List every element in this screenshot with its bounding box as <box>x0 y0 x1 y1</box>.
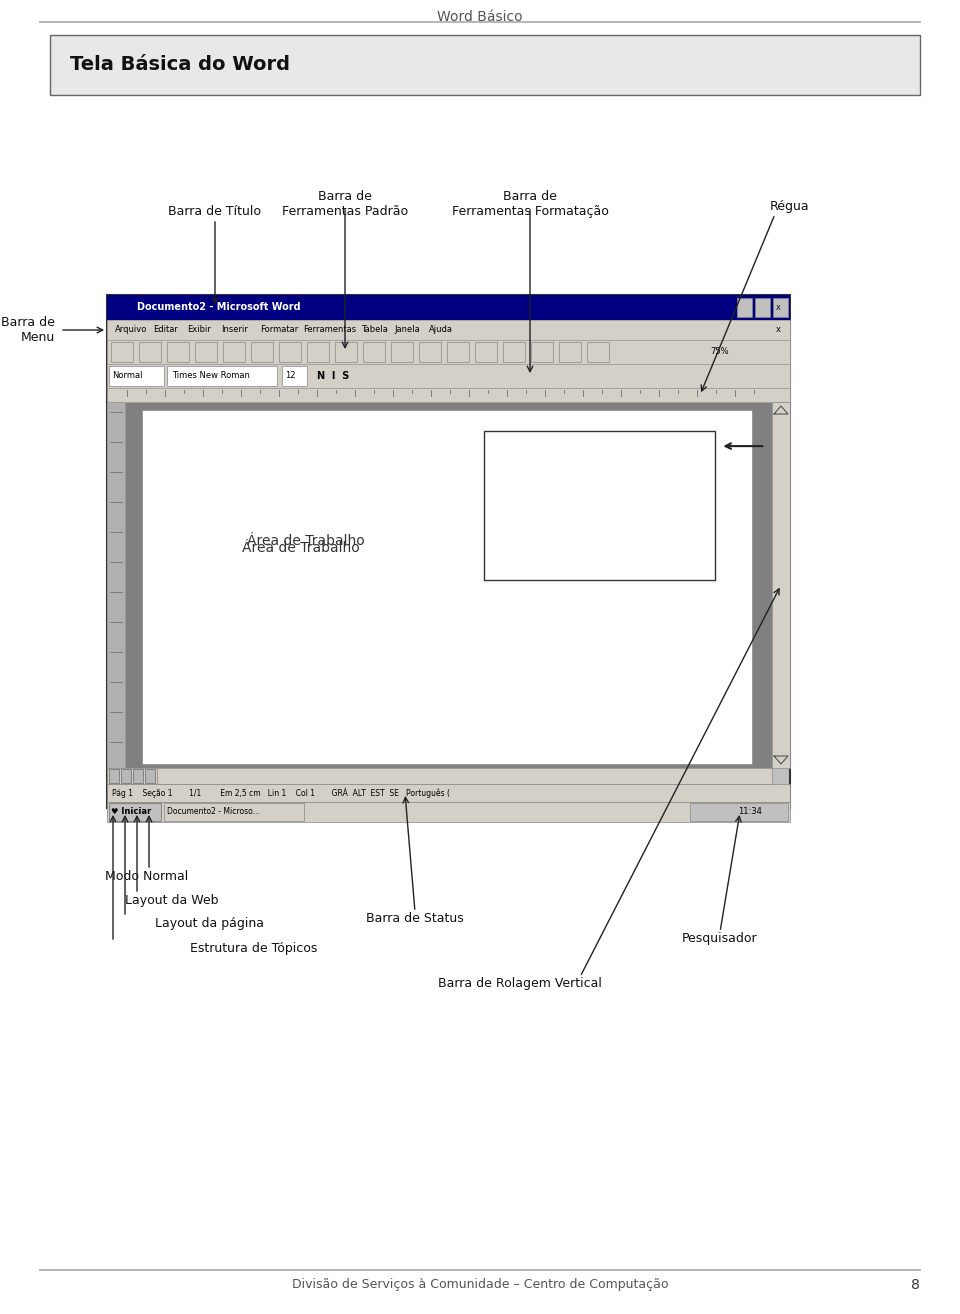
Text: x: x <box>776 326 780 335</box>
Text: 75%: 75% <box>710 347 729 356</box>
Bar <box>251 342 273 361</box>
Bar <box>107 402 125 767</box>
Bar <box>107 402 772 767</box>
Bar <box>391 342 413 361</box>
Text: Barra de
Ferramentas Formatação: Barra de Ferramentas Formatação <box>451 191 609 218</box>
Bar <box>772 402 790 767</box>
Bar <box>531 342 553 361</box>
Bar <box>279 342 301 361</box>
Text: Inserir: Inserir <box>221 326 248 335</box>
Text: Pesquisador: Pesquisador <box>683 932 757 945</box>
Bar <box>107 767 157 784</box>
Bar <box>167 342 189 361</box>
Bar <box>282 367 307 386</box>
Text: Documento2 - Microso...: Documento2 - Microso... <box>167 808 260 816</box>
Bar <box>157 767 772 784</box>
Text: Área de Trabalho: Área de Trabalho <box>247 533 365 548</box>
Bar <box>50 35 920 95</box>
Bar <box>419 342 441 361</box>
Text: ♥ Iniciar: ♥ Iniciar <box>111 808 152 816</box>
Text: Layout da Web: Layout da Web <box>125 894 219 907</box>
Bar <box>737 298 752 317</box>
Text: Tela Básica do Word: Tela Básica do Word <box>70 55 290 75</box>
Bar <box>111 342 133 361</box>
Text: Estrutura de Tópicos: Estrutura de Tópicos <box>190 942 318 955</box>
Text: 11:34: 11:34 <box>738 808 762 816</box>
Bar <box>447 342 469 361</box>
Bar <box>107 388 790 402</box>
Text: Ajuda: Ajuda <box>428 326 452 335</box>
Bar <box>109 367 164 386</box>
Bar <box>145 769 155 783</box>
Bar <box>142 410 752 763</box>
Text: Barra de Título: Barra de Título <box>169 205 261 218</box>
Text: Ferramentas: Ferramentas <box>303 326 356 335</box>
Text: Layout da página: Layout da página <box>155 917 264 930</box>
Text: Modo Normal: Modo Normal <box>105 870 188 883</box>
Text: Times New Roman: Times New Roman <box>172 372 250 381</box>
Text: Tabela: Tabela <box>361 326 388 335</box>
Text: Janela: Janela <box>395 326 420 335</box>
Text: N  I  S: N I S <box>317 371 349 381</box>
Bar <box>690 803 788 821</box>
Bar <box>475 342 497 361</box>
Text: Editar: Editar <box>154 326 179 335</box>
Bar <box>107 802 790 823</box>
Text: Divisão de Serviços à Comunidade – Centro de Computação: Divisão de Serviços à Comunidade – Centr… <box>292 1279 668 1290</box>
Bar <box>755 298 770 317</box>
Bar <box>109 803 161 821</box>
Bar <box>223 342 245 361</box>
Bar <box>164 803 304 821</box>
Bar <box>139 342 161 361</box>
Text: Pág 1    Seção 1       1/1        Em 2,5 cm   Lin 1    Col 1       GRÁ  ALT  EST: Pág 1 Seção 1 1/1 Em 2,5 cm Lin 1 Col 1 … <box>112 788 450 798</box>
Bar <box>107 364 790 388</box>
Bar <box>133 769 143 783</box>
Bar <box>503 342 525 361</box>
Bar <box>107 321 790 340</box>
Bar <box>363 342 385 361</box>
Bar <box>195 342 217 361</box>
Bar <box>109 769 119 783</box>
Text: Barra de
Ferramentas Padrão: Barra de Ferramentas Padrão <box>282 191 408 218</box>
Text: Barra de Rolagem Vertical: Barra de Rolagem Vertical <box>438 978 602 989</box>
Bar <box>121 769 131 783</box>
Text: Exibir: Exibir <box>187 326 211 335</box>
Text: Área de Trabalho: Área de Trabalho <box>242 541 360 556</box>
Text: Barra de Status: Barra de Status <box>366 912 464 925</box>
Text: Barra de
Menu: Barra de Menu <box>1 315 55 344</box>
Bar <box>107 296 790 808</box>
Text: Word Básico: Word Básico <box>437 11 523 24</box>
Bar <box>773 298 788 317</box>
Bar <box>587 342 609 361</box>
Text: X: X <box>776 305 780 310</box>
Bar <box>107 340 790 364</box>
Bar <box>335 342 357 361</box>
Bar <box>107 296 790 321</box>
Text: 8: 8 <box>911 1279 920 1292</box>
Text: Formatar: Formatar <box>260 326 298 335</box>
Bar <box>107 784 790 802</box>
Bar <box>167 367 277 386</box>
Text: Documento2 - Microsoft Word: Documento2 - Microsoft Word <box>137 302 300 313</box>
Bar <box>307 342 329 361</box>
Text: 12: 12 <box>285 372 296 381</box>
Text: Arquivo: Arquivo <box>115 326 148 335</box>
Text: Régua: Régua <box>770 200 810 213</box>
Bar <box>484 431 715 579</box>
Text: Normal: Normal <box>112 372 142 381</box>
Bar <box>559 342 581 361</box>
